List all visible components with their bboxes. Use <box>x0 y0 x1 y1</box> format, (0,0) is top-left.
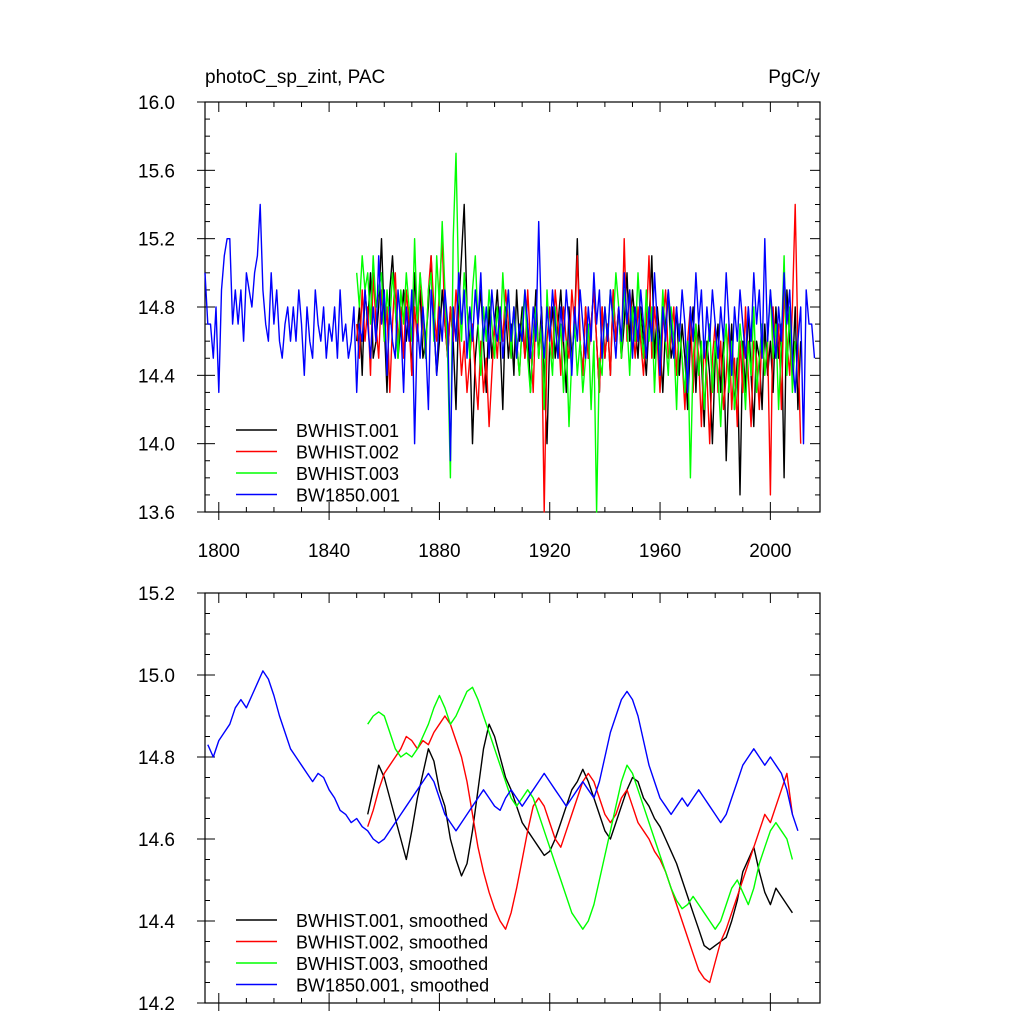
top-panel: 1800 1840 1880 1920 1960 2000 13.6 14.0 14.4 14.8… <box>138 93 821 562</box>
y-tick-label: 15.2 <box>138 584 175 605</box>
x-tick-label: 1800 <box>198 541 240 562</box>
y-tick-label: 14.8 <box>138 298 175 319</box>
y-tick-label: 14.4 <box>138 912 175 933</box>
series-line-3 <box>367 686 794 930</box>
y-tick-label: 15.2 <box>138 230 175 251</box>
y-tick-label: 15.0 <box>138 666 175 687</box>
y-tick-label: 14.4 <box>138 366 175 387</box>
x-tick-label: 2000 <box>749 541 791 562</box>
series-line-4 <box>207 670 799 844</box>
series-line-4 <box>204 203 816 462</box>
legend-label: BW1850.001 <box>296 486 400 506</box>
legend-label: BW1850.001, smoothed <box>296 976 489 996</box>
y-tick-label: 14.8 <box>138 748 175 769</box>
series-line-2 <box>367 715 794 984</box>
legend-label: BWHIST.002 <box>296 443 399 463</box>
chart-title-right: PgC/y <box>768 67 820 88</box>
series-line-3 <box>356 152 796 513</box>
x-tick-label: 1960 <box>639 541 681 562</box>
y-tick-label: 15.6 <box>138 161 175 182</box>
y-tick-label: 14.6 <box>138 830 175 851</box>
x-tick-label: 1920 <box>529 541 571 562</box>
y-tick-label: 14.0 <box>138 435 175 456</box>
legend-label: BWHIST.002, smoothed <box>296 933 488 953</box>
x-tick-label: 1840 <box>308 541 350 562</box>
y-tick-label: 13.6 <box>138 503 175 524</box>
legend-label: BWHIST.003 <box>296 464 399 484</box>
bottom-panel: 14.2 14.4 14.6 14.8 15.0 15.2 BWHIST.001, smoo… <box>138 584 821 1015</box>
legend-label: BWHIST.001, smoothed <box>296 911 488 931</box>
x-tick-label: 1880 <box>418 541 460 562</box>
y-tick-label: 14.2 <box>138 994 175 1015</box>
legend-label: BWHIST.003, smoothed <box>296 954 488 974</box>
legend-label: BWHIST.001 <box>296 421 399 441</box>
y-tick-label: 16.0 <box>138 93 175 114</box>
chart-title-left: photoC_sp_zint, PAC <box>205 67 385 88</box>
series-line-2 <box>356 203 802 513</box>
